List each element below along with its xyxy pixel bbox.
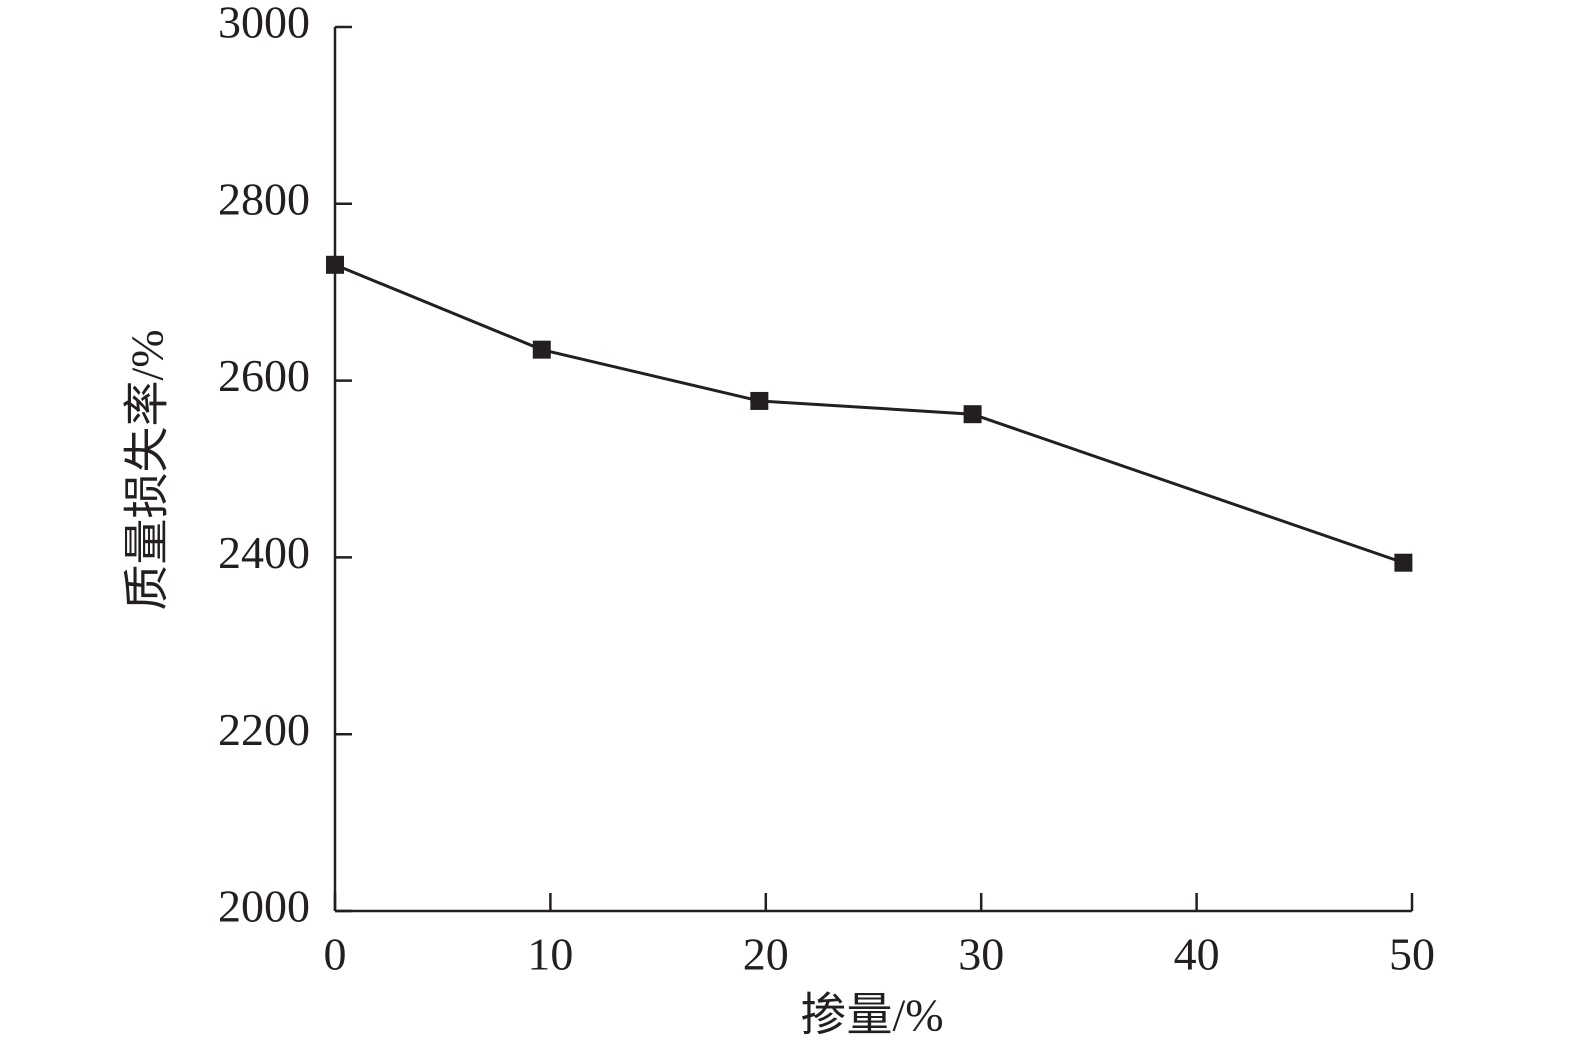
y-tick-label: 2200 [218, 704, 310, 755]
point [532, 340, 551, 359]
x-tick-label: 10 [527, 929, 573, 980]
y-axis-label: 质量损失率/% [122, 329, 173, 610]
point [1394, 553, 1413, 572]
y-tick-label: 2000 [218, 881, 310, 932]
line [334, 263, 1404, 565]
y-tick-label: 2800 [218, 173, 310, 224]
y-tick-label: 2600 [218, 350, 310, 401]
x-tick-label: 40 [1174, 929, 1220, 980]
point [963, 405, 982, 424]
point [750, 391, 769, 410]
x-tick-label: 50 [1389, 929, 1435, 980]
x-tick-label: 20 [743, 929, 789, 980]
x-tick-label: 30 [958, 929, 1004, 980]
y-tick-label: 2400 [218, 527, 310, 578]
y-tick-label: 3000 [218, 0, 310, 48]
x-axis-label: 掺量/% [800, 990, 943, 1041]
point [326, 255, 344, 274]
x-tick-label: 0 [324, 929, 347, 980]
